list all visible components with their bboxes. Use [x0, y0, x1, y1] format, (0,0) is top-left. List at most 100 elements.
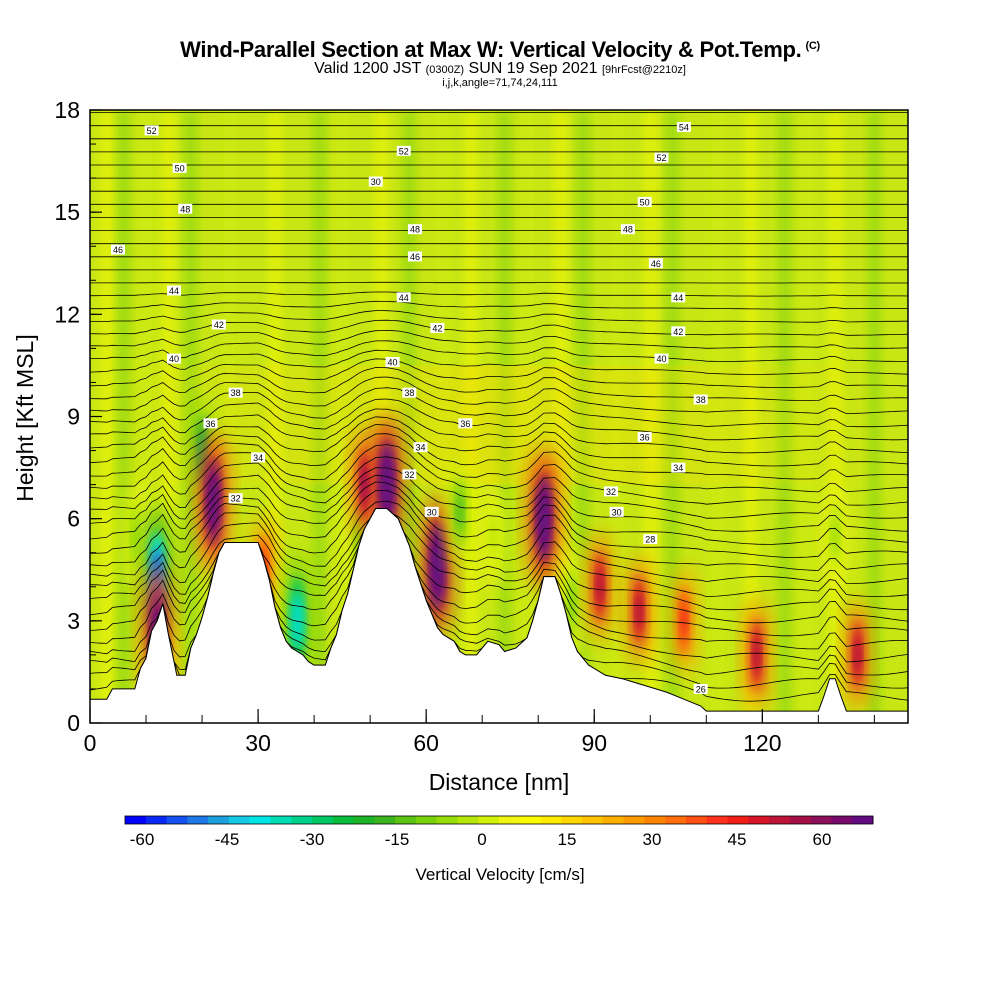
colorbar-swatch — [125, 816, 147, 824]
theta-label-box — [654, 353, 669, 364]
theta-contour-line — [90, 398, 908, 441]
theta-contour-line — [90, 329, 908, 349]
theta-contour-line — [90, 456, 908, 519]
theta-label-text: 38 — [231, 388, 241, 398]
theta-label-box — [228, 493, 243, 504]
x-tick-label: 120 — [743, 730, 781, 756]
theta-label: 26 — [693, 683, 708, 694]
theta-label-box — [413, 442, 428, 453]
colorbar-tick-label: -15 — [385, 830, 410, 849]
theta-label-text: 32 — [606, 487, 616, 497]
colorbar-swatch — [415, 816, 438, 824]
theta-label-text: 44 — [399, 293, 409, 303]
theta-label-box — [604, 486, 619, 497]
theta-label-box — [648, 258, 663, 269]
theta-contour-line — [90, 358, 908, 388]
theta-label: 52 — [144, 125, 159, 136]
theta-label: 30 — [609, 506, 624, 517]
velocity-cell-core — [753, 636, 760, 673]
velocity-cell-core — [538, 490, 549, 547]
y-tick-label: 0 — [67, 710, 80, 736]
valid-zulu: (0300Z) — [425, 64, 465, 76]
theta-label: 28 — [643, 534, 658, 545]
colorbar-swatch — [831, 816, 853, 824]
theta-label-box — [654, 152, 669, 163]
theta-contour-line — [90, 508, 908, 598]
velocity-cell-core — [432, 538, 443, 595]
terrain-outline — [90, 508, 908, 712]
theta-label-text: 40 — [656, 354, 666, 364]
theta-label-box — [637, 431, 652, 442]
theta-label-box — [203, 418, 218, 429]
y-tick-label: 6 — [67, 506, 80, 532]
colorbar-tick-label: -45 — [215, 830, 240, 849]
theta-label-text: 48 — [623, 225, 633, 235]
velocity-cell-core — [832, 517, 839, 554]
theta-label-text: 48 — [180, 204, 190, 214]
theta-label-text: 42 — [432, 323, 442, 333]
colorbar-swatch — [270, 816, 292, 824]
theta-label-box — [111, 244, 126, 255]
colorbar-swatch — [686, 816, 708, 824]
theta-label-box — [671, 326, 686, 337]
theta-contour-labels: 52 50 48 46 44 42 40 38 36 34 32 52 30 48 46 44 42 40 38 36… — [111, 122, 708, 694]
theta-label-text: 52 — [147, 126, 157, 136]
theta-label: 50 — [637, 196, 652, 207]
colorbar-tick-label: 45 — [728, 830, 747, 849]
theta-label: 36 — [637, 431, 652, 442]
theta-label-box — [637, 196, 652, 207]
colorbar-swatch — [187, 816, 209, 824]
theta-label-text: 30 — [612, 507, 622, 517]
theta-contour-line — [90, 349, 908, 375]
colorbar-swatch — [499, 816, 521, 824]
colorbar-swatch — [623, 816, 645, 824]
colorbar-swatch — [582, 816, 604, 824]
y-tick-label: 15 — [54, 199, 80, 225]
theta-label-text: 36 — [205, 419, 215, 429]
colorbar-tick-label: -30 — [300, 830, 325, 849]
velocity-cell-core — [131, 517, 138, 554]
colorbar-swatch — [332, 816, 355, 824]
chart-title: Wind-Parallel Section at Max W: Vertical… — [0, 37, 1000, 63]
theta-label-text: 34 — [673, 463, 683, 473]
colorbar-swatch — [519, 816, 542, 824]
section-params: i,j,k,angle=71,74,24,111 — [442, 77, 558, 89]
theta-label-box — [402, 387, 417, 398]
theta-label-text: 38 — [696, 395, 706, 405]
theta-label-text: 32 — [404, 470, 414, 480]
colorbar-swatch — [727, 816, 749, 824]
theta-label-text: 32 — [231, 494, 241, 504]
theta-label: 42 — [211, 319, 226, 330]
theta-contour-line — [90, 490, 908, 571]
colorbar-swatch — [249, 816, 271, 824]
theta-label: 30 — [424, 506, 439, 517]
theta-label-box — [211, 319, 226, 330]
theta-label-box — [430, 322, 445, 333]
theta-label-box — [693, 394, 708, 405]
theta-label-box — [643, 534, 658, 545]
theta-label-text: 46 — [113, 245, 123, 255]
x-axis-title: Distance [nm] — [429, 769, 570, 795]
theta-label-box — [228, 387, 243, 398]
theta-label-text: 34 — [253, 453, 263, 463]
theta-contour-line — [90, 474, 908, 545]
theta-label-box — [172, 162, 187, 173]
colorbar-swatch — [457, 816, 479, 824]
theta-label: 40 — [167, 353, 182, 364]
theta-label-box — [402, 469, 417, 480]
theta-label: 36 — [203, 418, 218, 429]
colorbar-swatch — [602, 816, 625, 824]
theta-contour-line — [90, 481, 908, 558]
theta-contour-line — [90, 500, 908, 585]
terrain — [90, 508, 908, 723]
x-tick-label: 90 — [581, 730, 607, 756]
theta-label: 48 — [178, 203, 193, 214]
chart-subtitle: Valid 1200 JST (0300Z) SUN 19 Sep 2021 [… — [0, 60, 1000, 78]
colorbar-swatch — [644, 816, 666, 824]
theta-label: 52 — [396, 145, 411, 156]
theta-label: 50 — [172, 162, 187, 173]
theta-label-box — [676, 122, 691, 133]
theta-contour-line — [90, 424, 908, 480]
y-axis-title: Height [Kft MSL] — [12, 334, 38, 501]
theta-label-box — [396, 292, 411, 303]
